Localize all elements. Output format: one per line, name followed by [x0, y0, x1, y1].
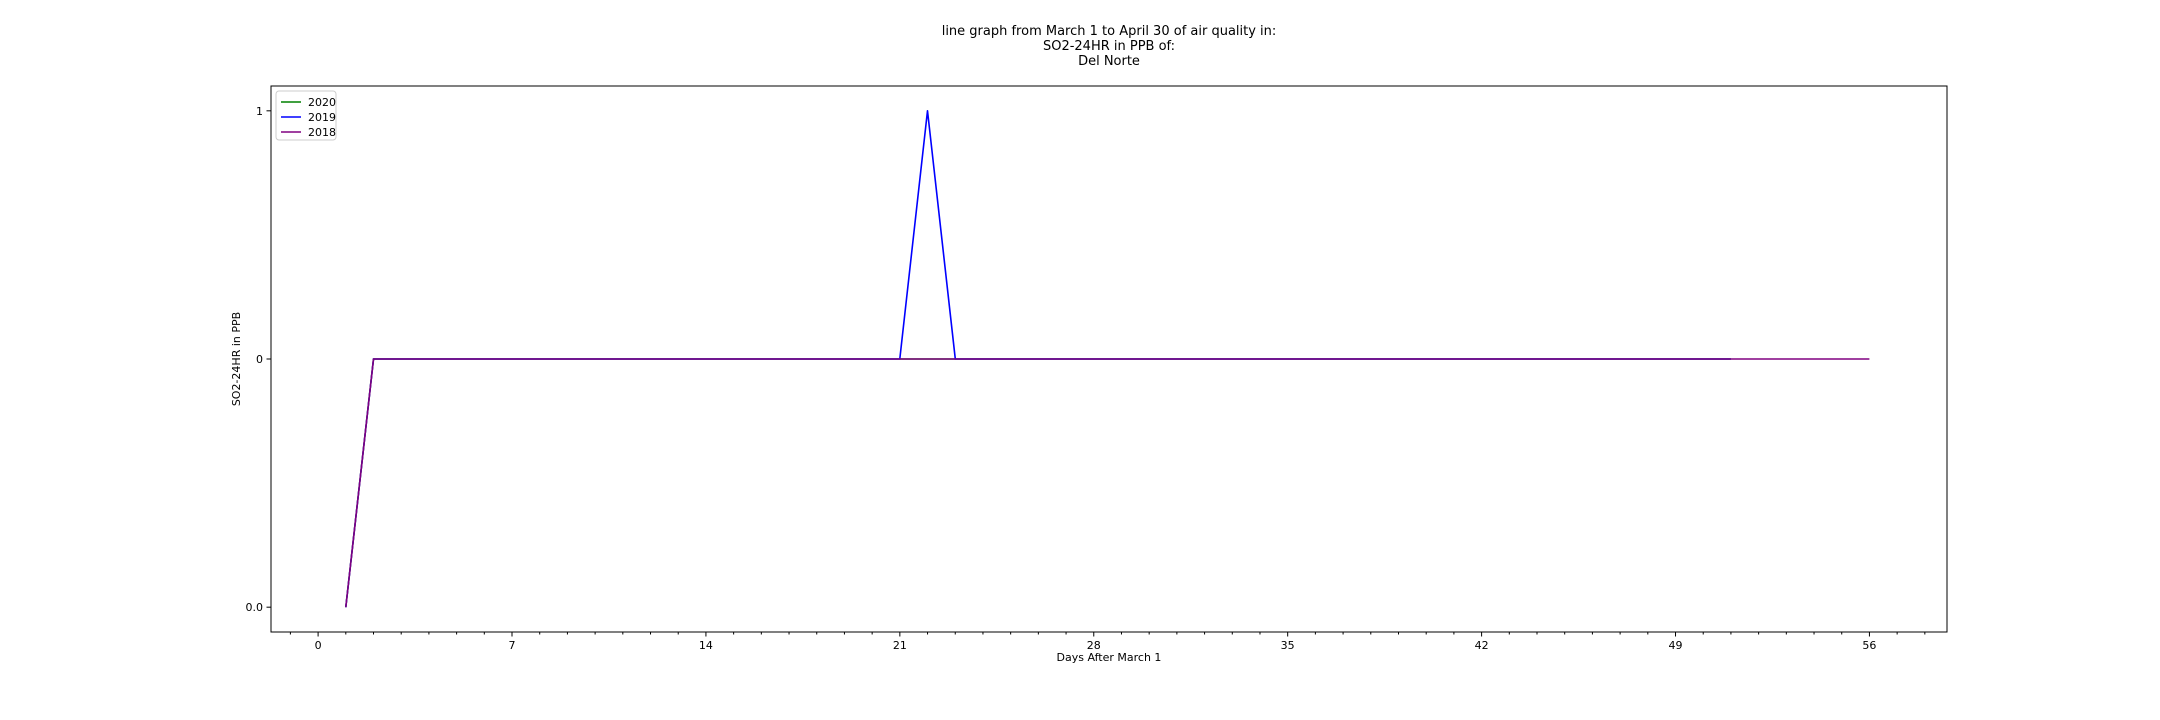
y-axis: 0.0 0 1 — [246, 105, 271, 614]
y-axis-label: SO2-24HR in PPB — [230, 312, 243, 406]
series-lines — [345, 110, 1870, 608]
chart-title-line: SO2-24HR in PPB of: — [1043, 39, 1175, 54]
legend-box — [275, 90, 337, 141]
x-tick-label: 0 — [315, 639, 322, 652]
x-tick-label: 56 — [1862, 639, 1876, 652]
y-tick-label: 0 — [256, 353, 263, 366]
x-axis: 0 7 14 21 28 35 42 49 56 — [289, 632, 1926, 652]
legend: 2020 2019 2018 — [275, 90, 337, 141]
x-tick-label: 49 — [1669, 639, 1683, 652]
legend-label: 2020 — [308, 96, 336, 109]
x-axis-label: Days After March 1 — [1057, 651, 1162, 664]
x-tick-label: 35 — [1281, 639, 1295, 652]
series-line-2020 — [345, 358, 1731, 608]
series-line-2018 — [345, 358, 1870, 608]
x-tick-label: 42 — [1475, 639, 1489, 652]
y-tick-label: 0.0 — [246, 601, 264, 614]
x-tick-label: 14 — [699, 639, 713, 652]
legend-label: 2018 — [308, 126, 336, 139]
chart-title: line graph from March 1 to April 30 of a… — [942, 24, 1277, 69]
x-tick-label: 21 — [893, 639, 907, 652]
x-tick-label: 28 — [1087, 639, 1101, 652]
y-tick-label: 1 — [256, 105, 263, 118]
chart-title-line: line graph from March 1 to April 30 of a… — [942, 24, 1277, 39]
chart-title-line: Del Norte — [1078, 54, 1140, 69]
x-tick-label: 7 — [509, 639, 516, 652]
legend-label: 2019 — [308, 111, 336, 124]
